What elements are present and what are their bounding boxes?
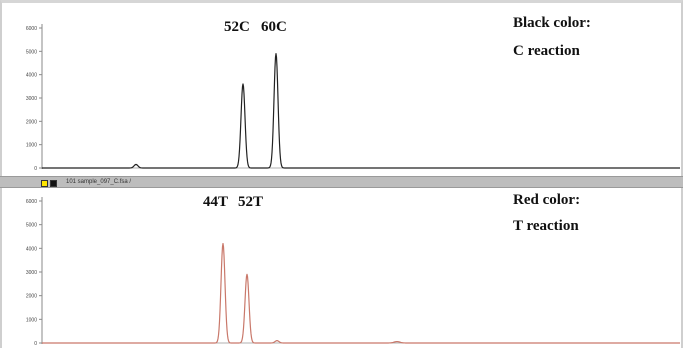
trace-line (42, 53, 680, 169)
peak-label-52t: 52T (238, 194, 263, 210)
c-reaction-panel: 0 1000 2000 3000 4000 5000 6000 52C 60C Black … (0, 0, 683, 176)
y-tick-label: 1000 (26, 317, 37, 323)
y-tick-label: 0 (34, 341, 37, 347)
peak-point (246, 273, 248, 275)
legend-line-1: Red color: (513, 192, 580, 208)
legend-line-1: Black color: (513, 15, 591, 31)
y-tick-label: 4000 (26, 246, 37, 252)
peak-label-44t: 44T (203, 194, 228, 210)
y-tick-label: 5000 (26, 49, 37, 55)
t-reaction-panel: 0 1000 2000 3000 4000 5000 6000 44T 52T Red co… (0, 188, 683, 348)
y-tick-label: 3000 (26, 96, 37, 102)
peak-point (275, 53, 277, 55)
legend-line-2: C reaction (513, 43, 580, 59)
legend-line-2: T reaction (513, 218, 579, 234)
t-reaction-chart: 0 1000 2000 3000 4000 5000 6000 44T 52T Red co… (26, 192, 680, 347)
sample-file-label: 101 sample_097_C.fsa / (66, 179, 132, 185)
trace-line (42, 243, 680, 344)
y-tick-label: 3000 (26, 270, 37, 276)
peak-point (135, 163, 137, 166)
y-tick-label: 4000 (26, 73, 37, 79)
peak-label-52c: 52C (224, 19, 250, 35)
y-tick-label: 6000 (26, 199, 37, 205)
black-square-icon (50, 180, 57, 187)
peak-label-60c: 60C (261, 19, 287, 35)
peak-point (276, 340, 278, 342)
y-tick-label: 2000 (26, 119, 37, 125)
peak-point (222, 243, 224, 245)
y-tick-label: 2000 (26, 294, 37, 300)
yellow-square-icon (41, 180, 48, 187)
c-reaction-chart: 0 1000 2000 3000 4000 5000 6000 52C 60C Black … (26, 15, 680, 172)
y-tick-label: 5000 (26, 223, 37, 229)
y-tick-label: 6000 (26, 26, 37, 32)
peak-point (242, 83, 244, 85)
trace-separator-bar: 101 sample_097_C.fsa / (0, 176, 683, 188)
peak-point (396, 340, 398, 343)
y-tick-label: 0 (34, 166, 37, 172)
y-tick-label: 1000 (26, 143, 37, 149)
